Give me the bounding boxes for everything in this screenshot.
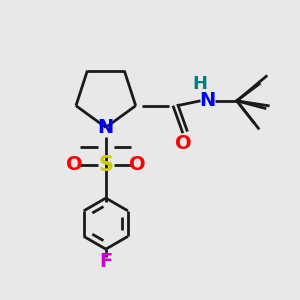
Text: N: N	[199, 91, 215, 110]
Text: O: O	[66, 155, 83, 174]
Text: F: F	[99, 252, 112, 272]
Text: H: H	[192, 75, 207, 93]
Text: N: N	[98, 118, 114, 137]
Text: O: O	[129, 155, 146, 174]
Text: S: S	[98, 155, 113, 175]
Text: O: O	[176, 134, 192, 152]
